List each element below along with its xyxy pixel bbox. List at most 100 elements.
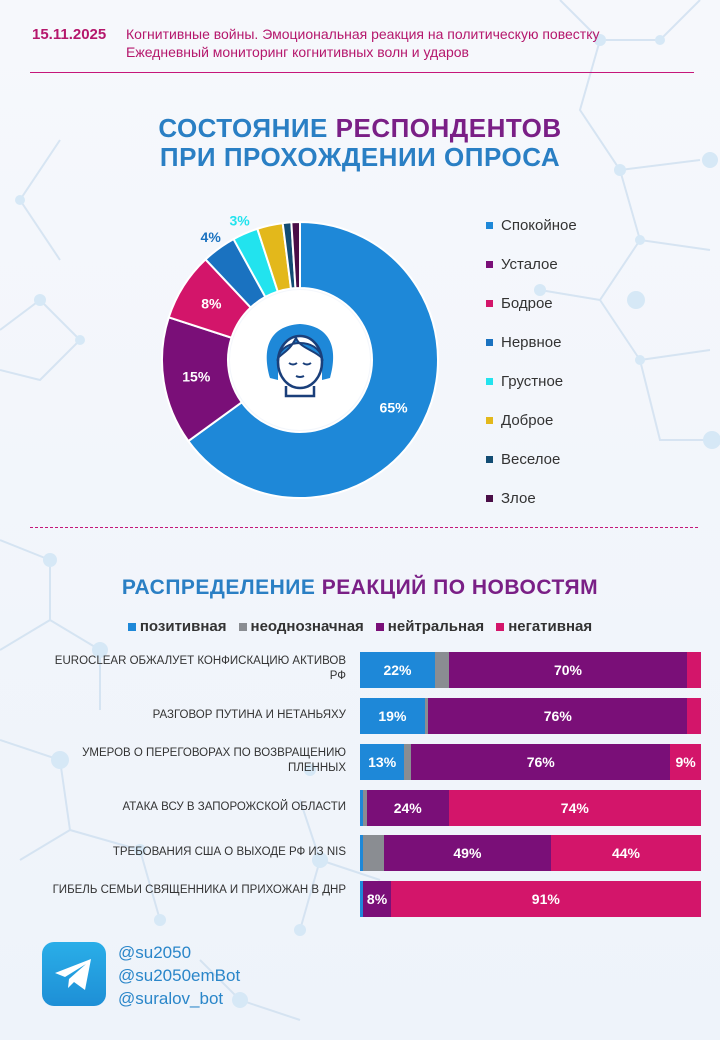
legend-swatch [486,300,493,307]
section2-title-word2: РЕАКЦИЙ ПО НОВОСТЯМ [321,576,599,599]
bar-category-label-6: ГИБЕЛЬ СЕМЬИ СВЯЩЕННИКА И ПРИХОЖАН В ДНР [52,884,346,896]
reaction-legend-swatch [375,622,384,631]
bar-segment-позитивная: 13% [360,744,405,780]
reaction-legend-swatch [238,622,247,631]
legend-label: Доброе [501,412,554,429]
legend-swatch [486,261,493,268]
bar-segment-нейтральная: 49% [383,835,551,871]
legend-label: Нервное [501,334,562,351]
pie-label-2: 15% [182,368,211,384]
bar-segment-негативная: 44% [550,835,701,871]
telegram-handle-2[interactable]: @su2050emBot [118,966,241,985]
reaction-legend: позитивная неоднозначная нейтральная негати… [0,618,720,635]
reaction-legend-label: негативная [508,618,593,635]
bar-segment-негативная [687,652,701,688]
bar-segment-негативная: 74% [448,790,701,826]
reaction-legend-label: позитивная [139,618,227,635]
bar-segment-позитивная: 22% [360,652,436,688]
bar-segment-нейтральная: 76% [428,698,688,734]
section1-title-line1: СОСТОЯНИЕ РЕСПОНДЕНТОВ [0,113,720,144]
legend-label: Спокойное [501,217,577,234]
legend-item-8: Злое [486,479,577,518]
legend-swatch [486,495,493,502]
legend-label: Злое [501,490,536,507]
mood-donut-chart: 65% 15% 8% 4% 3% [150,210,450,510]
bar-segment-нейтральная: 24% [366,790,449,826]
reaction-legend-swatch [496,622,505,631]
telegram-handle-3[interactable]: @suralov_bot [118,989,224,1008]
legend-item-1: Спокойное [486,206,577,245]
reaction-legend-item-2: неоднозначная [238,618,364,635]
bar-segment-неоднозначная [404,744,412,780]
bar-segment-негативная: 91% [390,881,701,917]
bar-segment-позитивная [360,835,364,871]
reaction-legend-label: нейтральная [387,618,485,635]
stacked-bar-6: 8% 91% [360,881,701,917]
reaction-legend-swatch [127,622,136,631]
legend-label: Грустное [501,373,564,390]
pie-label-5: 3% [230,213,251,229]
legend-swatch [486,378,493,385]
bar-segment-нейтральная: 76% [411,744,671,780]
bar-segment-негативная: 9% [670,744,701,780]
stacked-bar-5: 49% 44% [360,835,701,871]
legend-item-4: Нервное [486,323,577,362]
header-divider [30,72,694,73]
bar-segment-позитивная: 19% [360,698,425,734]
pie-slice-8 [290,220,301,290]
bar-category-label-1: EUROCLEAR ОБЖАЛУЕТ КОНФИСКАЦИЮ АКТИВОВ Р… [54,655,346,682]
stacked-bar-1: 22% 70% [360,652,701,688]
pie-label-1: 65% [380,400,409,416]
mood-legend: Спокойное Усталое Бодрое Нервное Грустное Доб… [486,206,577,518]
bar-segment-нейтральная: 8% [363,881,391,917]
reaction-legend-item-4: негативная [496,618,592,635]
legend-swatch [486,222,493,229]
stacked-bar-3: 13% 76% 9% [360,744,701,780]
bar-segment-неоднозначная [363,790,367,826]
reaction-legend-label: неоднозначная [250,618,364,635]
section2-title: РАСПРЕДЕЛЕНИЕ РЕАКЦИЙ ПО НОВОСТЯМ [0,576,720,600]
mood-donut-svg: 65% 15% 8% 4% 3% [161,213,439,499]
legend-item-5: Грустное [486,362,577,401]
bar-segment-неоднозначная [363,835,384,871]
bar-segment-позитивная [360,881,364,917]
bar-segment-позитивная [360,790,364,826]
stacked-bar-2: 19% 76% [360,698,701,734]
report-subtitle-2: Ежедневный мониторинг когнитивных волн и… [126,44,469,60]
legend-item-7: Веселое [486,440,577,479]
section-divider [30,527,698,528]
stacked-bar-4: 24% 74% [360,790,701,826]
legend-label: Веселое [501,451,561,468]
report-subtitle: Когнитивные войны. Эмоциональная реакция… [126,26,600,42]
section1-title-word2: РЕСПОНДЕНТОВ [335,113,562,143]
woman-face-icon [230,290,370,430]
telegram-handle-1[interactable]: @su2050 [118,943,192,962]
bar-category-label-5: ТРЕБОВАНИЯ США О ВЫХОДЕ РФ ИЗ NIS [112,846,346,858]
legend-swatch [486,339,493,346]
bar-segment-неоднозначная [435,652,449,688]
section2-title-word1: РАСПРЕДЕЛЕНИЕ [121,576,316,599]
legend-item-6: Доброе [486,401,577,440]
bar-segment-нейтральная: 70% [448,652,688,688]
pie-slice-1 [186,220,439,499]
pie-label-4: 4% [201,229,222,245]
pie-label-3: 8% [201,296,222,312]
bar-category-label-3: УМЕРОВ О ПЕРЕГОВОРАХ ПО ВОЗВРАЩЕНИЮ ПЛЕН… [82,747,346,774]
legend-label: Усталое [501,256,558,273]
legend-item-3: Бодрое [486,284,577,323]
reaction-legend-item-3: нейтральная [375,618,485,635]
legend-item-2: Усталое [486,245,577,284]
report-date: 15.11.2025 [32,26,107,43]
reaction-legend-item-1: позитивная [127,618,227,635]
telegram-plane-icon [55,959,91,990]
legend-swatch [486,456,493,463]
bar-segment-негативная [687,698,701,734]
telegram-icon[interactable] [42,942,106,1006]
legend-label: Бодрое [501,295,553,312]
bar-category-label-4: АТАКА ВСУ В ЗАПОРОЖСКОЙ ОБЛАСТИ [122,801,346,813]
bar-segment-неоднозначная [424,698,429,734]
bar-category-label-2: РАЗГОВОР ПУТИНА И НЕТАНЬЯХУ [152,709,346,721]
section1-title-line2: ПРИ ПРОХОЖДЕНИИ ОПРОСА [159,142,561,172]
